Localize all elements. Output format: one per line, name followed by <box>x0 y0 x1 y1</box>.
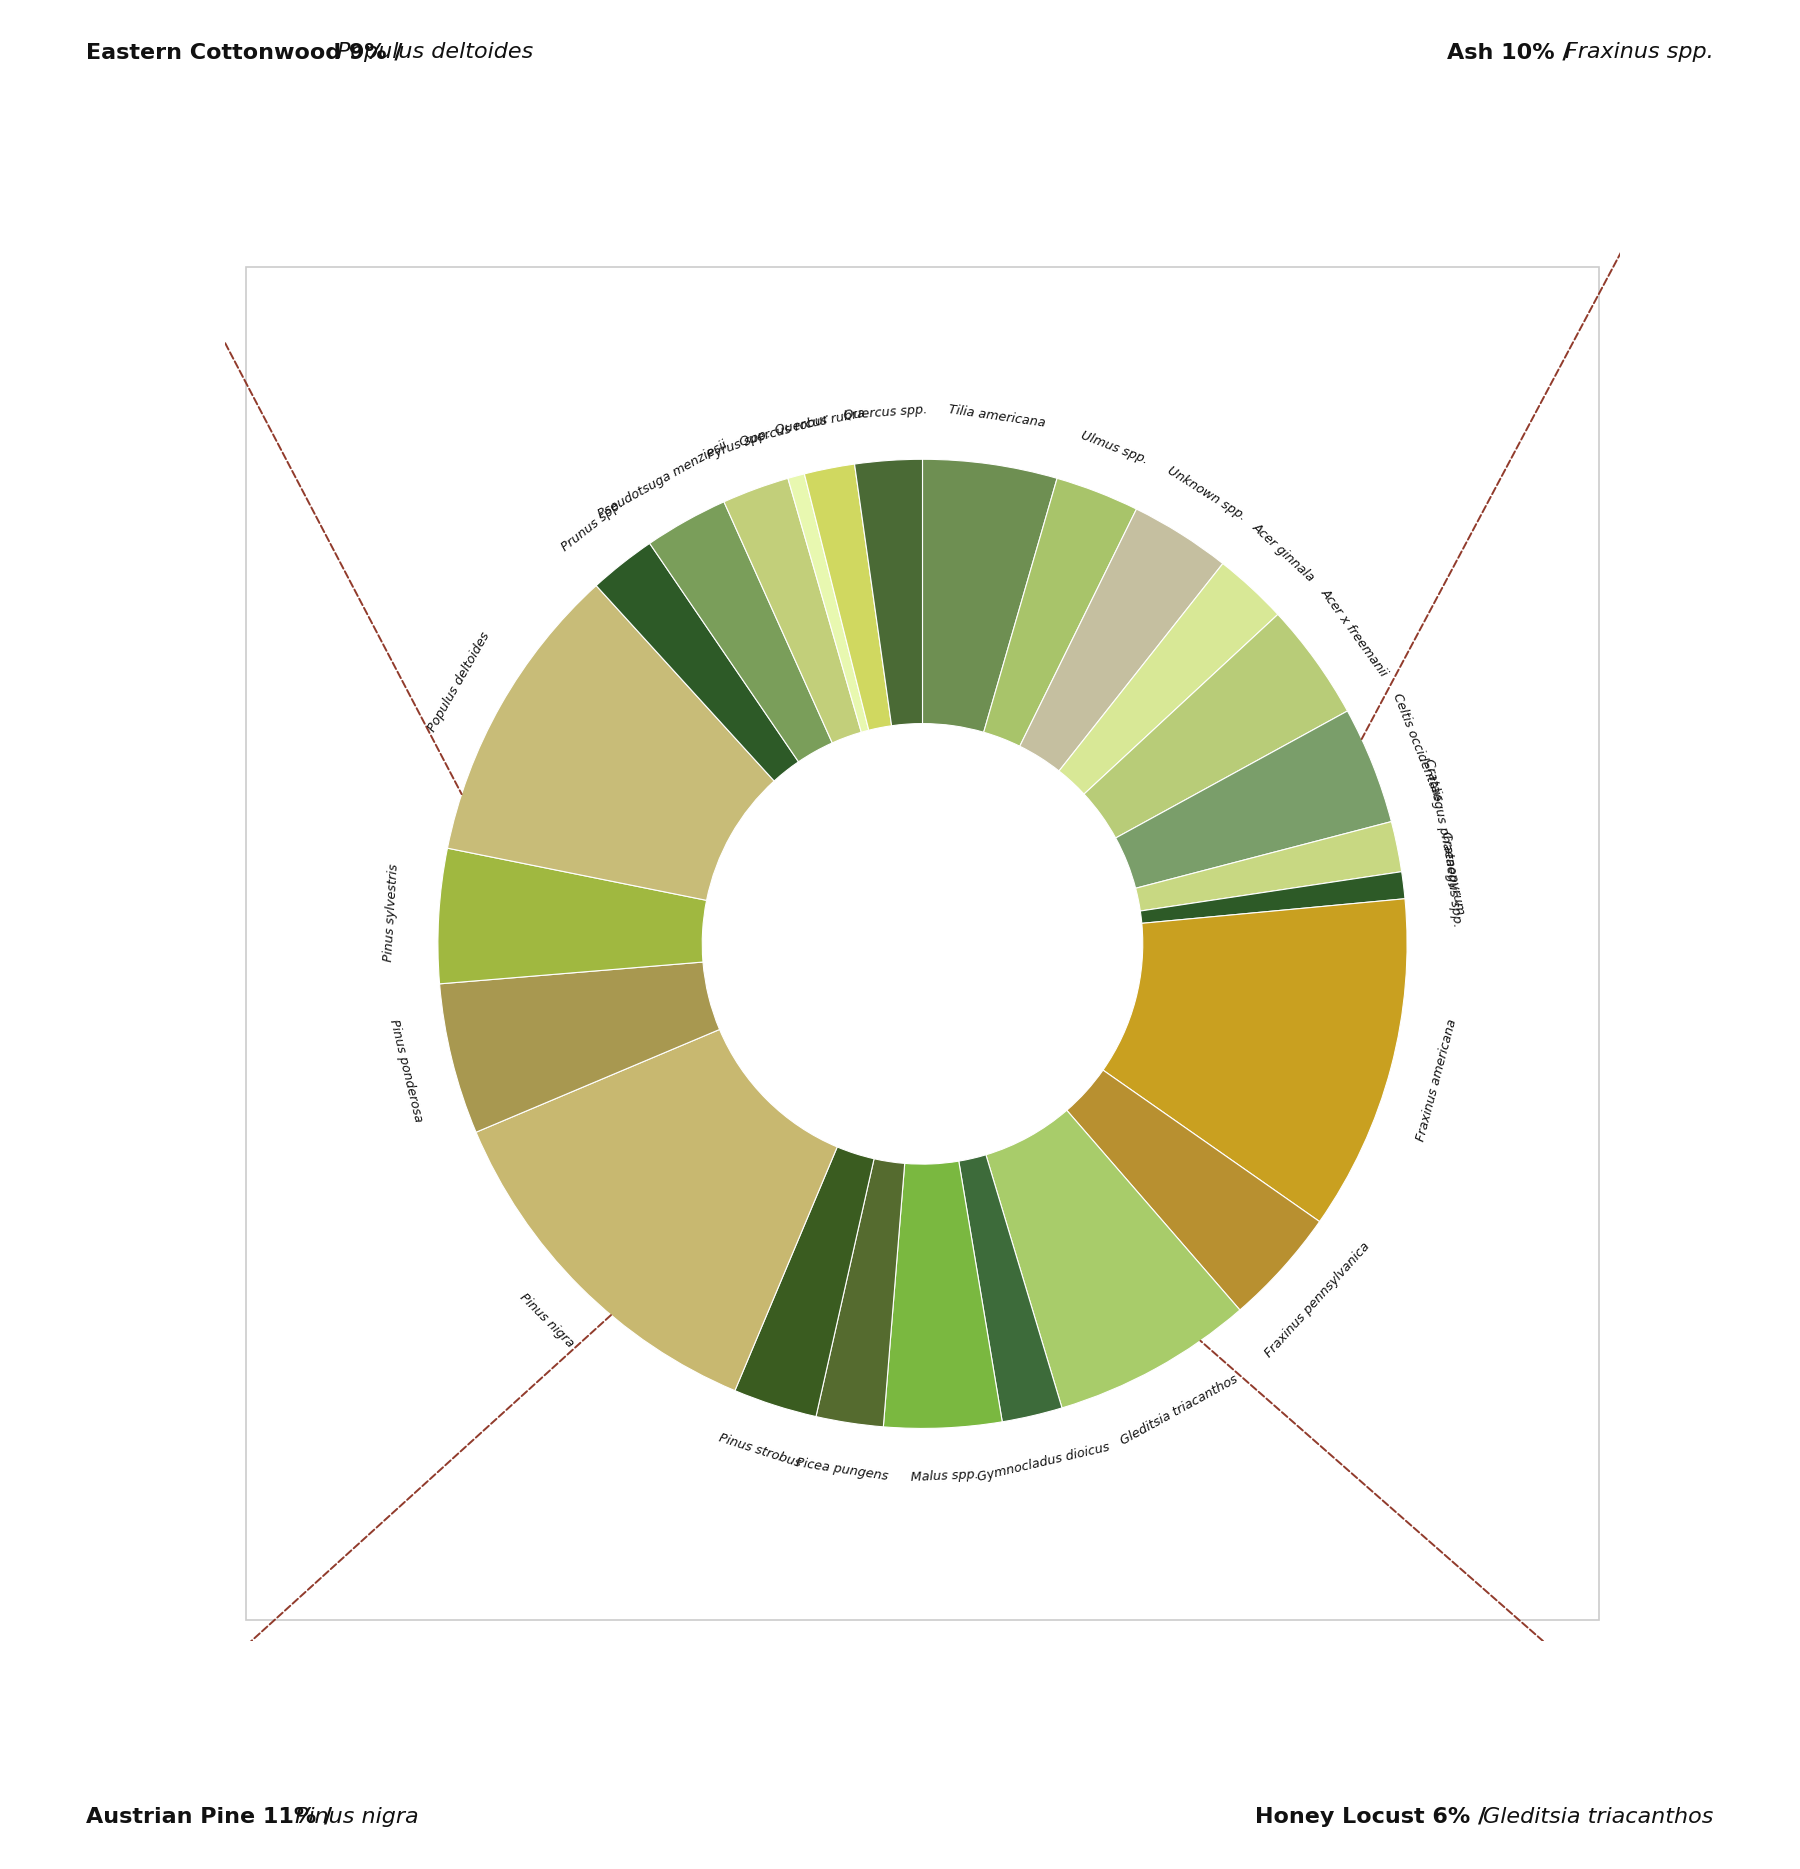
Wedge shape <box>1021 508 1222 772</box>
Text: Acer ginnala: Acer ginnala <box>1249 521 1318 585</box>
Text: Quercus robur: Quercus robur <box>738 411 830 449</box>
Wedge shape <box>596 544 799 781</box>
Text: Pinus sylvestris: Pinus sylvestris <box>382 863 400 963</box>
Text: Eastern Cottonwood 9% /: Eastern Cottonwood 9% / <box>86 43 410 62</box>
Text: Gymnocladus dioicus: Gymnocladus dioicus <box>976 1441 1111 1484</box>
Text: Tilia americana: Tilia americana <box>949 404 1046 430</box>
Text: Fraxinus spp.: Fraxinus spp. <box>1564 43 1714 62</box>
Wedge shape <box>805 464 891 731</box>
Text: Pyrus spp.: Pyrus spp. <box>706 426 772 462</box>
Wedge shape <box>724 478 862 742</box>
Wedge shape <box>884 1161 1003 1428</box>
Wedge shape <box>788 475 869 733</box>
Wedge shape <box>734 1148 875 1417</box>
Wedge shape <box>986 1110 1240 1407</box>
Text: Pseudotsuga menziesii: Pseudotsuga menziesii <box>596 437 729 521</box>
Text: Honey Locust 6% /: Honey Locust 6% / <box>1255 1807 1494 1826</box>
Wedge shape <box>448 585 774 901</box>
Wedge shape <box>650 501 832 763</box>
Text: Picea pungens: Picea pungens <box>796 1456 889 1484</box>
Wedge shape <box>475 1030 837 1391</box>
Wedge shape <box>1067 1071 1319 1310</box>
Text: Populus deltoides: Populus deltoides <box>427 630 493 733</box>
Text: Quercus rubra: Quercus rubra <box>774 406 866 437</box>
Text: Populus deltoides: Populus deltoides <box>337 43 533 62</box>
Text: Ash 10% /: Ash 10% / <box>1447 43 1579 62</box>
Text: Unknown spp.: Unknown spp. <box>1165 464 1247 523</box>
Text: Gleditsia triacanthos: Gleditsia triacanthos <box>1118 1372 1240 1448</box>
Text: Crataegus spp.: Crataegus spp. <box>1438 830 1463 929</box>
Text: Gleditsia triacanthos: Gleditsia triacanthos <box>1483 1807 1714 1826</box>
Text: Austrian Pine 11% /: Austrian Pine 11% / <box>86 1807 340 1826</box>
Wedge shape <box>1058 564 1278 794</box>
Text: Pinus nigra: Pinus nigra <box>517 1291 576 1349</box>
Text: Celtis occidentalis: Celtis occidentalis <box>1390 692 1445 804</box>
Wedge shape <box>922 460 1057 733</box>
Wedge shape <box>1136 822 1402 910</box>
Text: Pinus nigra: Pinus nigra <box>295 1807 419 1826</box>
Text: Fraxinus pennsylvanica: Fraxinus pennsylvanica <box>1264 1241 1373 1361</box>
Wedge shape <box>983 478 1136 746</box>
Wedge shape <box>1084 615 1348 837</box>
Wedge shape <box>439 963 720 1133</box>
Text: Prunus spp.: Prunus spp. <box>560 497 626 555</box>
Text: Pinus strobus: Pinus strobus <box>718 1432 803 1471</box>
Wedge shape <box>959 1155 1062 1422</box>
Text: Acer x freemanii: Acer x freemanii <box>1318 587 1390 678</box>
Text: Ulmus spp.: Ulmus spp. <box>1080 428 1150 465</box>
Wedge shape <box>855 460 922 725</box>
Wedge shape <box>1141 871 1406 923</box>
Text: Quercus spp.: Quercus spp. <box>842 404 927 422</box>
Wedge shape <box>815 1159 905 1426</box>
Text: Fraxinus americana: Fraxinus americana <box>1415 1017 1460 1142</box>
Text: Pinus ponderosa: Pinus ponderosa <box>387 1019 425 1123</box>
Text: Malus spp.: Malus spp. <box>911 1467 979 1484</box>
Text: Crataegus phaenopyrum: Crataegus phaenopyrum <box>1422 757 1467 916</box>
Wedge shape <box>1116 710 1391 888</box>
Wedge shape <box>1103 899 1408 1222</box>
Wedge shape <box>437 849 707 983</box>
